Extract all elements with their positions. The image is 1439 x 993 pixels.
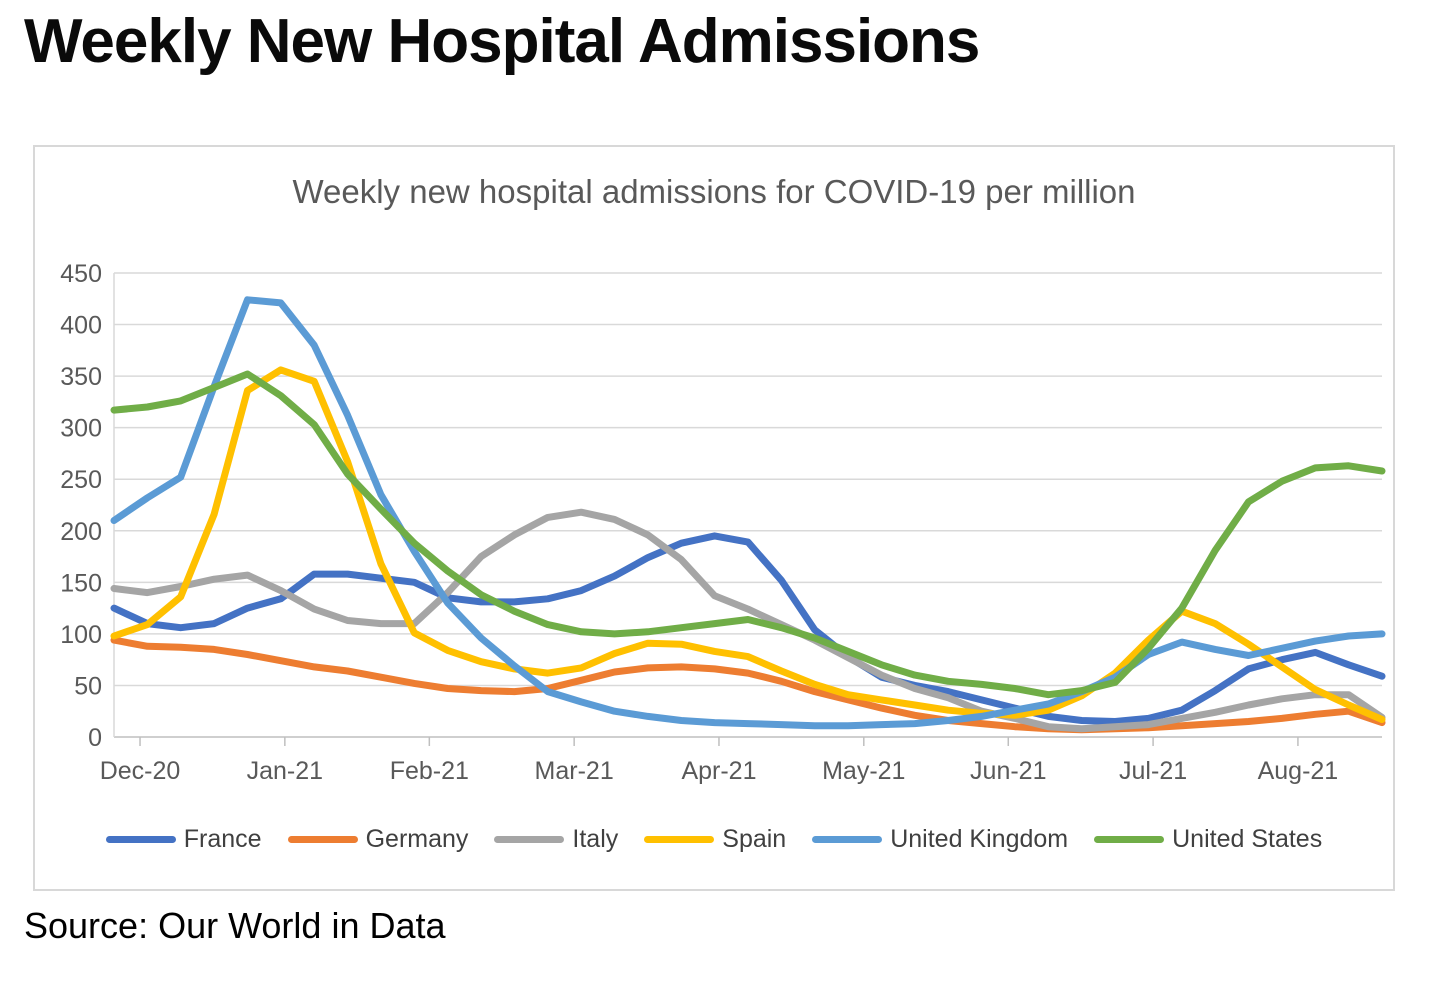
legend-item-italy: Italy — [494, 825, 618, 854]
y-tick-label: 100 — [60, 621, 102, 649]
x-tick-label: Aug-21 — [1258, 757, 1339, 785]
legend-label: United Kingdom — [890, 825, 1069, 853]
chart-title: Weekly new hospital admissions for COVID… — [292, 173, 1136, 210]
x-tick-label: Jun-21 — [970, 757, 1046, 785]
legend-swatch — [105, 836, 176, 843]
y-tick-label: 50 — [74, 672, 102, 700]
x-tick-label: May-21 — [822, 757, 905, 785]
x-tick-label: Apr-21 — [681, 757, 756, 785]
legend-item-germany: Germany — [287, 825, 469, 854]
legend-label: Italy — [572, 825, 619, 853]
y-tick-label: 0 — [88, 724, 102, 752]
series-line-italy — [110, 508, 1386, 733]
legend-item-france: France — [105, 825, 262, 854]
x-tick-label: Jan-21 — [247, 757, 323, 785]
legend-item-united-states: United States — [1094, 825, 1322, 854]
legend-label: Spain — [722, 825, 787, 853]
y-tick-label: 400 — [60, 312, 102, 340]
series-line-united-kingdom — [110, 296, 1386, 730]
legend-swatch — [812, 836, 883, 843]
legend-item-united-kingdom: United Kingdom — [812, 825, 1068, 854]
legend-swatch — [287, 836, 358, 843]
chart-legend: France Germany Italy Spain United Kingdom Uni… — [35, 825, 1393, 854]
y-tick-label: 200 — [60, 518, 102, 546]
line-chart: 0 50 100 150 200 250 300 350 400 450 Dec-20 Jan-21 F… — [60, 260, 1386, 785]
legend-label: United States — [1172, 825, 1323, 853]
legend-label: France — [183, 825, 262, 853]
y-tick-label: 250 — [60, 466, 102, 494]
x-tick-label: Jul-21 — [1119, 757, 1187, 785]
series-line-united-states — [110, 370, 1386, 699]
legend-item-spain: Spain — [644, 825, 786, 854]
page-title: Weekly New Hospital Admissions — [24, 7, 980, 76]
x-tick-label: Dec-20 — [100, 757, 181, 785]
legend-swatch — [1094, 836, 1165, 843]
y-tick-label: 300 — [60, 415, 102, 443]
y-tick-label: 150 — [60, 569, 102, 597]
series-line-germany — [110, 636, 1386, 734]
x-tick-label: Mar-21 — [535, 757, 614, 785]
legend-label: Germany — [365, 825, 469, 853]
y-tick-label: 350 — [60, 363, 102, 391]
chart-card: Weekly new hospital admissions for COVID… — [33, 145, 1395, 891]
series-line-france — [110, 532, 1386, 725]
y-tick-label: 450 — [60, 260, 102, 288]
source-text: Source: Our World in Data — [24, 905, 446, 946]
legend-swatch — [494, 836, 565, 843]
x-tick-label: Feb-21 — [390, 757, 469, 785]
legend-swatch — [644, 836, 715, 843]
